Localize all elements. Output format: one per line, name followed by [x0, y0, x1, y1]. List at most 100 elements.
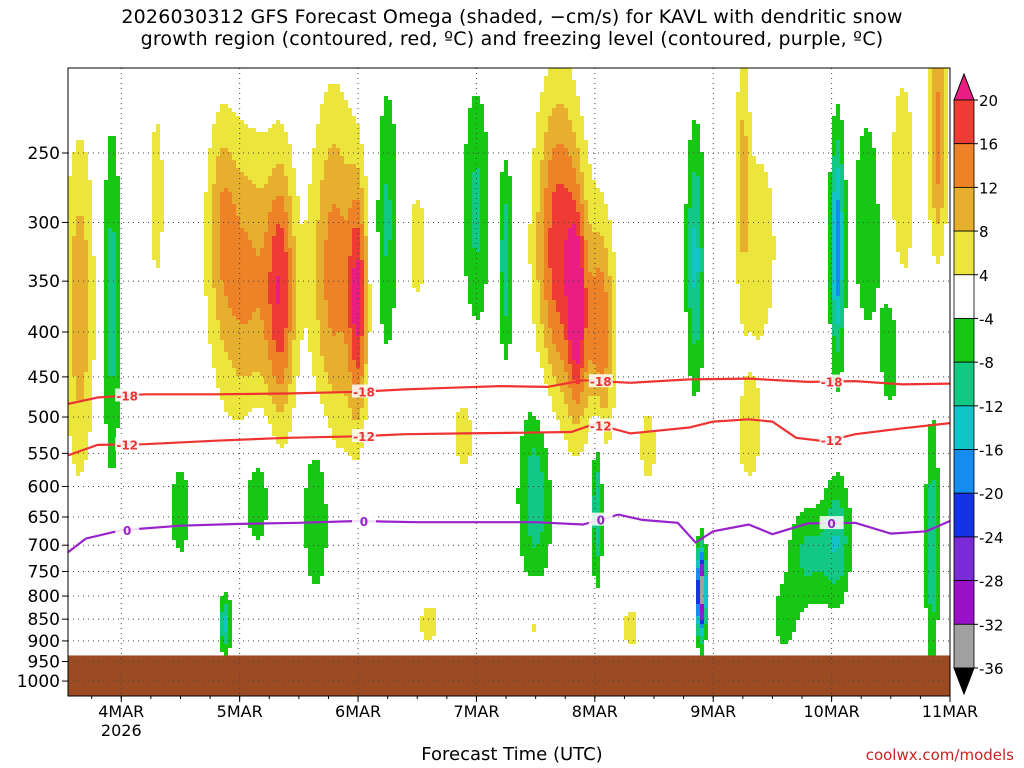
- omega-cell: [228, 204, 232, 208]
- omega-cell: [264, 220, 268, 224]
- omega-cell: [288, 240, 292, 244]
- omega-cell: [532, 196, 536, 200]
- omega-cell: [256, 200, 260, 204]
- omega-cell: [480, 224, 484, 228]
- omega-cell: [828, 280, 832, 284]
- omega-cell: [932, 80, 936, 84]
- omega-cell: [744, 256, 748, 260]
- omega-cell: [312, 200, 316, 204]
- omega-cell: [836, 128, 840, 132]
- omega-cell: [232, 180, 236, 184]
- omega-cell: [944, 108, 948, 112]
- omega-cell: [736, 264, 740, 268]
- omega-cell: [292, 280, 296, 284]
- omega-cell: [228, 164, 232, 168]
- omega-cell: [696, 168, 700, 172]
- omega-cell: [608, 272, 612, 276]
- omega-cell: [292, 212, 296, 216]
- omega-cell: [736, 180, 740, 184]
- omega-cell: [384, 132, 388, 136]
- omega-cell: [468, 184, 472, 188]
- omega-cell: [544, 80, 548, 84]
- omega-cell: [472, 244, 476, 248]
- omega-cell: [352, 156, 356, 160]
- omega-cell: [236, 180, 240, 184]
- omega-cell: [160, 184, 164, 188]
- omega-cell: [936, 232, 940, 236]
- omega-cell: [252, 204, 256, 208]
- omega-cell: [356, 200, 360, 204]
- omega-cell: [244, 212, 248, 216]
- omega-cell: [112, 212, 116, 216]
- omega-cell: [552, 208, 556, 212]
- omega-cell: [872, 268, 876, 272]
- omega-cell: [280, 208, 284, 212]
- omega-cell: [764, 176, 768, 180]
- omega-cell: [564, 172, 568, 176]
- omega-cell: [276, 152, 280, 156]
- omega-cell: [332, 100, 336, 104]
- omega-cell: [472, 100, 476, 104]
- omega-cell: [156, 160, 160, 164]
- omega-cell: [568, 120, 572, 124]
- omega-cell: [940, 192, 944, 196]
- omega-cell: [204, 260, 208, 264]
- omega-cell: [936, 192, 940, 196]
- omega-cell: [220, 220, 224, 224]
- omega-cell: [932, 156, 936, 160]
- omega-cell: [88, 192, 92, 196]
- omega-cell: [504, 184, 508, 188]
- omega-cell: [116, 188, 120, 192]
- omega-cell: [608, 276, 612, 280]
- omega-cell: [572, 152, 576, 156]
- omega-cell: [72, 184, 76, 188]
- omega-cell: [216, 248, 220, 252]
- omega-cell: [740, 180, 744, 184]
- omega-cell: [900, 116, 904, 120]
- omega-cell: [416, 224, 420, 228]
- omega-cell: [268, 288, 272, 292]
- omega-cell: [336, 148, 340, 152]
- omega-cell: [476, 172, 480, 176]
- omega-cell: [284, 248, 288, 252]
- omega-cell: [568, 152, 572, 156]
- omega-cell: [68, 292, 72, 296]
- omega-cell: [76, 292, 80, 296]
- omega-cell: [284, 200, 288, 204]
- omega-cell: [468, 200, 472, 204]
- omega-cell: [292, 192, 296, 196]
- omega-cell: [256, 240, 260, 244]
- omega-cell: [872, 228, 876, 232]
- omega-cell: [248, 252, 252, 256]
- omega-cell: [548, 240, 552, 244]
- omega-cell: [112, 144, 116, 148]
- omega-cell: [596, 188, 600, 192]
- omega-cell: [332, 120, 336, 124]
- omega-cell: [552, 96, 556, 100]
- omega-cell: [904, 100, 908, 104]
- omega-cell: [836, 176, 840, 180]
- omega-cell: [584, 240, 588, 244]
- omega-cell: [88, 184, 92, 188]
- omega-cell: [264, 212, 268, 216]
- omega-cell: [828, 224, 832, 228]
- omega-cell: [696, 204, 700, 208]
- omega-cell: [388, 132, 392, 136]
- omega-cell: [228, 196, 232, 200]
- omega-cell: [476, 148, 480, 152]
- omega-cell: [324, 192, 328, 196]
- omega-cell: [204, 204, 208, 208]
- omega-cell: [484, 248, 488, 252]
- omega-cell: [316, 152, 320, 156]
- omega-cell: [828, 240, 832, 244]
- omega-cell: [104, 196, 108, 200]
- omega-cell: [108, 248, 112, 252]
- omega-cell: [740, 280, 744, 284]
- omega-cell: [872, 196, 876, 200]
- omega-cell: [536, 188, 540, 192]
- omega-cell: [332, 252, 336, 256]
- omega-cell: [392, 232, 396, 236]
- omega-cell: [344, 284, 348, 288]
- omega-cell: [752, 168, 756, 172]
- omega-cell: [900, 192, 904, 196]
